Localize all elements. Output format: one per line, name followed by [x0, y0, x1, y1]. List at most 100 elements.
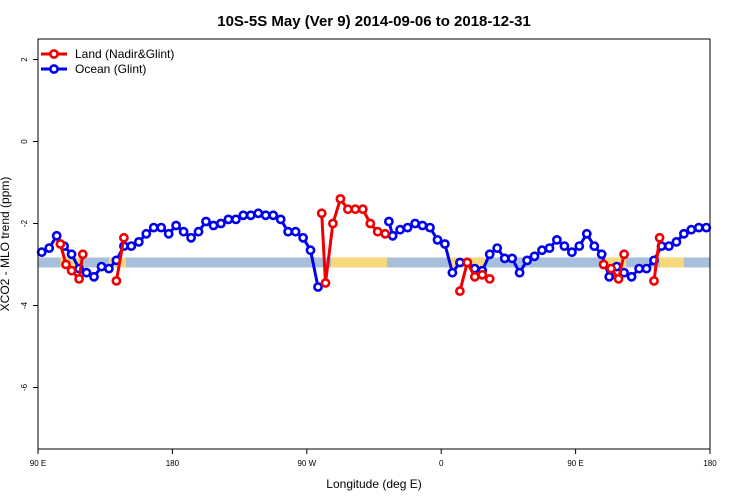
ocean-point: [104, 263, 114, 274]
ocean-point: [81, 267, 92, 278]
legend-land-marker: [49, 49, 59, 59]
ocean-point: [178, 226, 189, 237]
ocean-point: [215, 218, 226, 229]
ocean-point: [402, 222, 413, 233]
ocean-point: [693, 222, 704, 233]
ocean-point: [223, 214, 234, 225]
ocean-point: [126, 241, 137, 251]
chart-title: 10S-5S May (Ver 9) 2014-09-06 to 2018-12…: [217, 13, 531, 30]
ocean-point: [664, 241, 674, 251]
ocean-point: [417, 220, 428, 231]
ocean-point: [686, 224, 697, 235]
ocean-point: [439, 239, 450, 249]
x-tick-label: 0: [439, 459, 444, 468]
x-tick-label: 180: [166, 459, 180, 468]
ocean-point: [387, 230, 398, 241]
x-tick-label: 90 W: [297, 459, 316, 468]
y-tick-label: -4: [20, 301, 29, 309]
ocean-point: [522, 255, 532, 266]
ocean-point: [163, 228, 174, 239]
y-tick-label: 0: [20, 139, 29, 144]
ocean-point: [559, 241, 570, 251]
ocean-point: [133, 236, 144, 247]
ocean-point: [410, 218, 420, 229]
ocean-point: [186, 232, 196, 243]
land-point: [372, 226, 383, 237]
ocean-point: [432, 234, 443, 245]
land-point: [74, 273, 84, 284]
land-point: [320, 278, 331, 288]
land-point: [469, 271, 480, 282]
land-point: [77, 249, 88, 260]
plot-area: [36, 193, 712, 296]
ocean-point: [275, 214, 286, 225]
x-axis-label: Longitude (deg E): [326, 477, 421, 491]
ocean-point: [193, 226, 204, 237]
land-point: [606, 263, 616, 274]
ocean-point: [141, 228, 152, 239]
ocean-point: [208, 220, 219, 231]
legend: Land (Nadir&Glint)Ocean (Glint): [41, 47, 174, 76]
ocean-point: [238, 210, 249, 221]
ocean-point: [395, 224, 405, 235]
ocean-point: [425, 222, 435, 233]
land-band-segment: [601, 257, 626, 268]
ocean-point: [507, 253, 517, 264]
ocean-point: [51, 230, 62, 241]
land-band-segment: [331, 257, 388, 268]
ocean-point: [544, 243, 555, 253]
ocean-point: [230, 214, 241, 225]
ocean-point: [171, 220, 181, 231]
axes: 90 E 180 90 W 0 90 E 180 2 0 -2 -4 -6: [20, 57, 717, 468]
land-point: [66, 265, 77, 276]
legend-land-label: Land (Nadir&Glint): [75, 47, 174, 61]
ocean-point: [537, 245, 547, 256]
land-point: [350, 204, 361, 215]
ocean-point: [305, 245, 316, 256]
ocean-point: [148, 222, 159, 233]
ocean-point: [44, 243, 55, 253]
land-point: [654, 232, 665, 243]
land-point: [598, 259, 609, 270]
ocean-point: [641, 263, 652, 274]
ocean-point: [552, 234, 562, 245]
land-point: [484, 273, 495, 284]
ocean-point: [36, 247, 47, 258]
ocean-point: [596, 249, 607, 260]
x-tick-label: 90 E: [567, 459, 583, 468]
ocean-point: [626, 271, 637, 282]
land-point: [61, 259, 71, 270]
ocean-point: [245, 210, 256, 221]
land-point: [619, 249, 629, 260]
legend-ocean-marker: [49, 64, 59, 74]
ocean-point: [313, 282, 323, 292]
land-band-segment: [659, 257, 684, 268]
y-axis-label: XCO2 - MLO trend (ppm): [0, 177, 12, 312]
plot-frame: [37, 38, 711, 450]
land-point: [462, 257, 473, 268]
legend-ocean-label: Ocean (Glint): [75, 62, 146, 76]
ocean-point: [567, 247, 577, 258]
ocean-point: [529, 251, 540, 262]
ocean-point: [260, 210, 271, 221]
ocean-point: [679, 228, 689, 239]
y-tick-label: -2: [20, 219, 29, 227]
land-series-line: [114, 237, 126, 282]
ocean-point: [484, 249, 495, 260]
ocean-point: [156, 222, 167, 233]
land-point: [335, 193, 346, 204]
ocean-point: [268, 210, 279, 221]
land-point: [357, 204, 368, 215]
ocean-point: [383, 216, 394, 227]
ocean-point: [283, 226, 293, 237]
x-tick-label: 180: [703, 459, 717, 468]
land-point: [316, 208, 327, 219]
land-point: [613, 273, 624, 284]
land-point: [119, 232, 129, 243]
ocean-point: [701, 222, 712, 233]
land-point: [454, 286, 465, 296]
x-tick-label: 90 E: [30, 459, 46, 468]
land-point: [649, 275, 659, 286]
y-tick-label: -6: [20, 383, 29, 391]
